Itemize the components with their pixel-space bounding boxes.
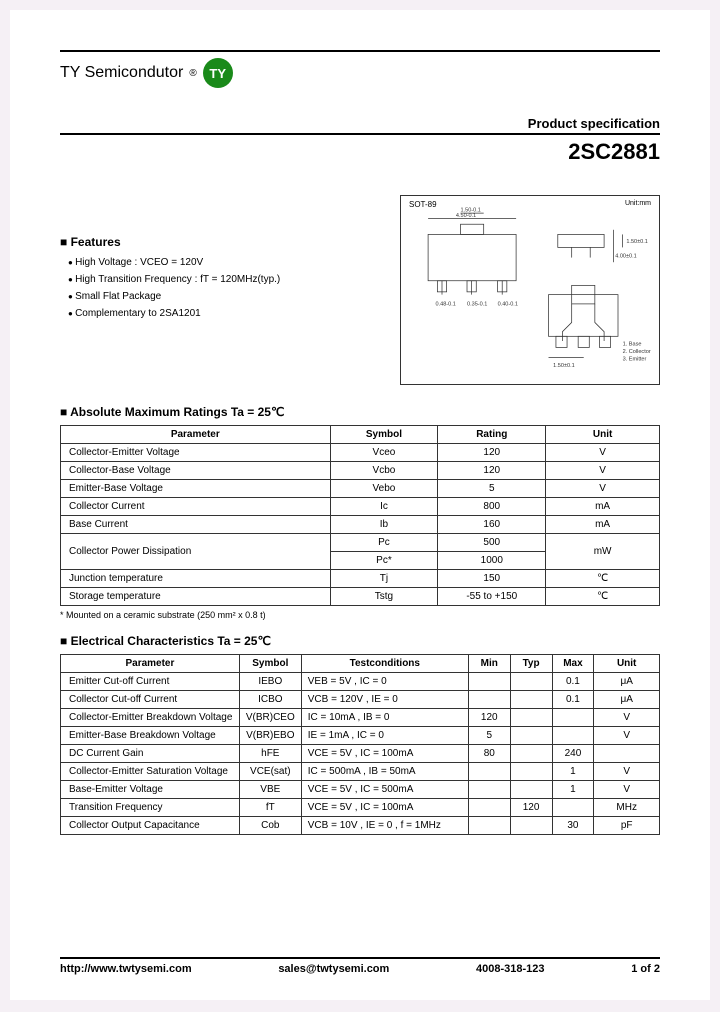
footer-email: sales@twtysemi.com	[278, 963, 389, 975]
feature-item: High Voltage : VCEO = 120V	[68, 257, 380, 268]
dim-text: 1.50-0.1	[461, 207, 481, 213]
table-row: Collector Output CapacitanceCobVCB = 10V…	[61, 817, 660, 835]
spec-rule	[60, 133, 660, 135]
th: Unit	[546, 426, 660, 444]
footer-url: http://www.twtysemi.com	[60, 963, 192, 975]
pin-label: 3. Emitter	[623, 356, 647, 362]
footer-page: 1 of 2	[631, 963, 660, 975]
brand-name: TY Semicondutor	[60, 64, 183, 82]
th: Typ	[510, 655, 552, 673]
table-row: Emitter-Base VoltageVebo5V	[61, 480, 660, 498]
dim-text: 4.50-0.1	[456, 213, 476, 219]
logo-block: TY Semicondutor ® TY	[60, 58, 233, 88]
dim-text: 1.50±0.1	[626, 239, 648, 245]
table-row: DC Current GainhFEVCE = 5V , IC = 100mA8…	[61, 745, 660, 763]
amr-title: Absolute Maximum Ratings Ta = 25℃	[60, 405, 660, 419]
table-row: Collector-Emitter VoltageVceo120V	[61, 444, 660, 462]
features-column: Features High Voltage : VCEO = 120V High…	[60, 195, 380, 325]
th: Testconditions	[301, 655, 468, 673]
spec-label: Product specification	[60, 116, 660, 131]
table-row: Collector-Emitter Breakdown VoltageV(BR)…	[61, 709, 660, 727]
th: Unit	[594, 655, 660, 673]
th: Symbol	[239, 655, 301, 673]
elec-table: Parameter Symbol Testconditions Min Typ …	[60, 654, 660, 835]
table-row: Transition FrequencyfTVCE = 5V , IC = 10…	[61, 799, 660, 817]
pin-label: 1. Base	[623, 342, 642, 348]
table-row: Collector Power Dissipation Pc 500 mW	[61, 534, 660, 552]
dim-text: 0.35-0.1	[467, 302, 487, 308]
table-row: Collector-Base VoltageVcbo120V	[61, 462, 660, 480]
logo-circle-icon: TY	[203, 58, 233, 88]
package-name: SOT-89	[409, 200, 437, 209]
feature-item: High Transition Frequency : fT = 120MHz(…	[68, 274, 380, 285]
elec-title: Electrical Characteristics Ta = 25℃	[60, 634, 660, 648]
table-row: Collector-Emitter Saturation VoltageVCE(…	[61, 763, 660, 781]
th: Min	[468, 655, 510, 673]
table-header-row: Parameter Symbol Testconditions Min Typ …	[61, 655, 660, 673]
header-row: TY Semicondutor ® TY	[60, 58, 660, 88]
feature-item: Small Flat Package	[68, 291, 380, 302]
top-rule	[60, 50, 660, 52]
table-row: Base CurrentIb160mA	[61, 516, 660, 534]
package-drawing: SOT-89 Unit:mm	[400, 195, 660, 385]
amr-footnote: * Mounted on a ceramic substrate (250 mm…	[60, 610, 660, 620]
dim-text: 4.00±0.1	[615, 254, 637, 260]
dim-text: 0.40-0.1	[498, 302, 518, 308]
table-row: Emitter-Base Breakdown VoltageV(BR)EBOIE…	[61, 727, 660, 745]
footer-phone: 4008-318-123	[476, 963, 545, 975]
features-title: Features	[60, 235, 380, 249]
package-svg-icon: 4.50-0.1 1.50-0.1 0.48-0.1 0.35-0.1 0.40…	[407, 202, 653, 378]
th: Parameter	[61, 655, 240, 673]
th: Symbol	[330, 426, 438, 444]
th: Parameter	[61, 426, 331, 444]
table-row: Storage temperatureTstg-55 to +150℃	[61, 588, 660, 606]
table-row: Base-Emitter VoltageVBEVCE = 5V , IC = 5…	[61, 781, 660, 799]
th: Rating	[438, 426, 546, 444]
table-header-row: Parameter Symbol Rating Unit	[61, 426, 660, 444]
mid-section: Features High Voltage : VCEO = 120V High…	[60, 195, 660, 385]
table-row: Collector CurrentIc800mA	[61, 498, 660, 516]
feature-item: Complementary to 2SA1201	[68, 308, 380, 319]
registered-mark: ®	[189, 68, 196, 79]
table-row: Emitter Cut-off CurrentIEBOVEB = 5V , IC…	[61, 673, 660, 691]
datasheet-page: TY Semicondutor ® TY Product specificatio…	[10, 10, 710, 1000]
footer: http://www.twtysemi.com sales@twtysemi.c…	[60, 957, 660, 975]
th: Max	[552, 655, 594, 673]
amr-table: Parameter Symbol Rating Unit Collector-E…	[60, 425, 660, 606]
part-number: 2SC2881	[60, 139, 660, 165]
table-row: Junction temperatureTj150℃	[61, 570, 660, 588]
package-unit: Unit:mm	[625, 200, 651, 207]
dim-text: 0.48-0.1	[436, 302, 456, 308]
table-row: Collector Cut-off CurrentICBOVCB = 120V …	[61, 691, 660, 709]
dim-text: 1.50±0.1	[553, 363, 575, 369]
pin-label: 2. Collector	[623, 349, 651, 355]
